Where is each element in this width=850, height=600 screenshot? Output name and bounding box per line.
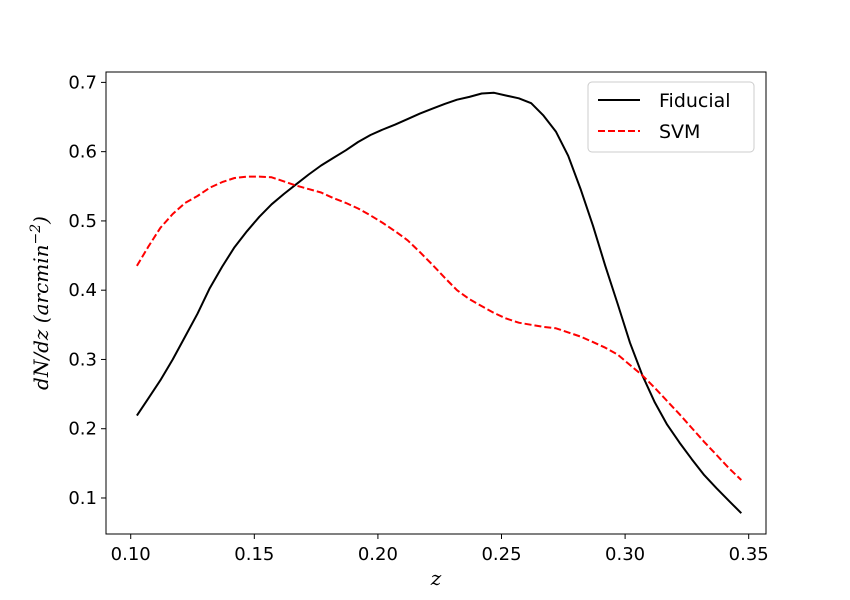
y-tick-label: 0.6: [68, 142, 97, 163]
legend-label-fiducial: Fiducial: [659, 90, 731, 112]
x-tick-label: 0.25: [481, 544, 521, 565]
y-axis-label: dN/dz (arcmin−2): [28, 216, 53, 390]
series-layer: [136, 91, 743, 514]
x-tick-label: 0.20: [358, 544, 398, 565]
y-tick-label: 0.2: [68, 419, 97, 440]
y-tick-label: 0.1: [68, 488, 97, 509]
x-axis-label: z: [430, 566, 442, 590]
legend: Fiducial SVM: [587, 81, 755, 153]
legend-label-svm: SVM: [659, 121, 700, 143]
x-axis-ticks: 0.10 0.15 0.20 0.25 0.30 0.35: [111, 534, 769, 565]
x-tick-label: 0.10: [111, 544, 151, 565]
y-tick-label: 0.4: [68, 280, 97, 301]
x-tick-label: 0.15: [234, 544, 274, 565]
y-tick-label: 0.3: [68, 349, 97, 370]
y-tick-label: 0.5: [68, 211, 97, 232]
y-axis-ticks: 0.1 0.2 0.3 0.4 0.5 0.6 0.7: [68, 72, 106, 509]
y-axis-label-exponent: −2: [28, 224, 44, 245]
series-line-fiducial: [136, 91, 743, 514]
y-tick-label: 0.7: [68, 72, 97, 93]
plot-frame: [105, 71, 767, 535]
y-axis-label-close: ): [29, 216, 53, 225]
x-tick-label: 0.30: [605, 544, 645, 565]
x-tick-label: 0.35: [729, 544, 769, 565]
y-axis-label-main: dN/dz (arcmin: [29, 244, 53, 389]
